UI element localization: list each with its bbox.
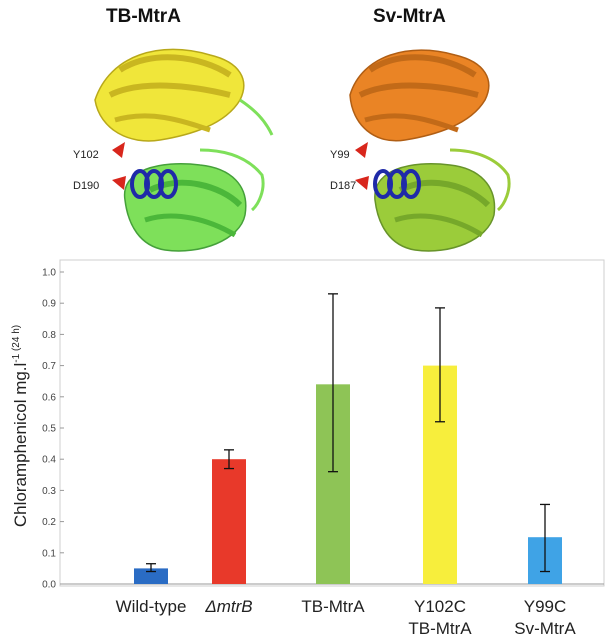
structure-title-right: Sv-MtrA (373, 6, 446, 27)
y-tick-label: 0.0 (42, 580, 56, 591)
y-tick-label: 0.6 (42, 392, 56, 403)
structure-left: Y102 D190 (73, 48, 274, 252)
residue-label-left-2: D190 (73, 180, 99, 192)
bars (134, 365, 562, 584)
x-category-label: ΔmtrB (204, 597, 252, 616)
bar (134, 568, 168, 584)
structure-right-sidechains (355, 142, 369, 190)
y-axis-label-text: Chloramphenicol mg.l (11, 363, 30, 527)
y-tick-label: 1.0 (42, 268, 56, 279)
structure-left-bottom-domain (123, 148, 265, 252)
protein-structures: Y102 D190 Y99 D187 (73, 48, 511, 252)
structure-right: Y99 D187 (330, 49, 511, 252)
y-tick-label: 0.3 (42, 486, 56, 497)
bar (212, 459, 246, 584)
residue-label-right-1: Y99 (330, 149, 350, 161)
x-axis-labels: Wild-type ΔmtrB TB-MtrA Y102C TB-MtrA Y99C Sv-… (116, 597, 577, 638)
y-tick-label: 0.7 (42, 361, 56, 372)
y-tick-label: 0.8 (42, 330, 56, 341)
x-category-label: TB-MtrA (301, 597, 365, 616)
error-bar (435, 307, 445, 423)
error-bar (540, 503, 550, 573)
structure-left-sidechains (112, 142, 126, 190)
y-tick-label: 0.1 (42, 548, 56, 559)
x-category-label-line2: TB-MtrA (408, 619, 472, 638)
x-category-label: Wild-type (116, 597, 187, 616)
structure-left-top-domain (94, 48, 274, 142)
y-axis-ticks: 0.0 0.1 0.2 0.3 0.4 0.5 0.6 0.7 0.8 0.9 1.0 (42, 268, 64, 591)
y-axis-label-superscript: -1 (24 h) (11, 325, 22, 363)
residue-label-left-1: Y102 (73, 149, 99, 161)
error-bar (224, 449, 234, 470)
structure-right-bottom-domain (374, 148, 511, 252)
y-tick-label: 0.5 (42, 424, 56, 435)
error-bar (146, 563, 156, 573)
structure-title-left: TB-MtrA (106, 6, 181, 27)
x-category-label: Y102C (414, 597, 466, 616)
error-bar (328, 293, 338, 473)
x-category-label-line2: Sv-MtrA (514, 619, 576, 638)
y-tick-label: 0.2 (42, 517, 56, 528)
bar-chart: 0.0 0.1 0.2 0.3 0.4 0.5 0.6 0.7 0.8 0.9 1.0 Wild-t… (11, 259, 605, 638)
structure-left-helix (130, 169, 178, 199)
structure-right-helix (373, 169, 421, 199)
y-tick-label: 0.9 (42, 299, 56, 310)
residue-label-right-2: D187 (330, 180, 356, 192)
plot-area-frame (59, 259, 605, 587)
y-axis-label: Chloramphenicol mg.l-1 (24 h) (11, 325, 30, 527)
error-bars (146, 293, 550, 573)
structure-right-top-domain (349, 49, 490, 142)
x-category-label: Y99C (524, 597, 567, 616)
y-tick-label: 0.4 (42, 455, 56, 466)
